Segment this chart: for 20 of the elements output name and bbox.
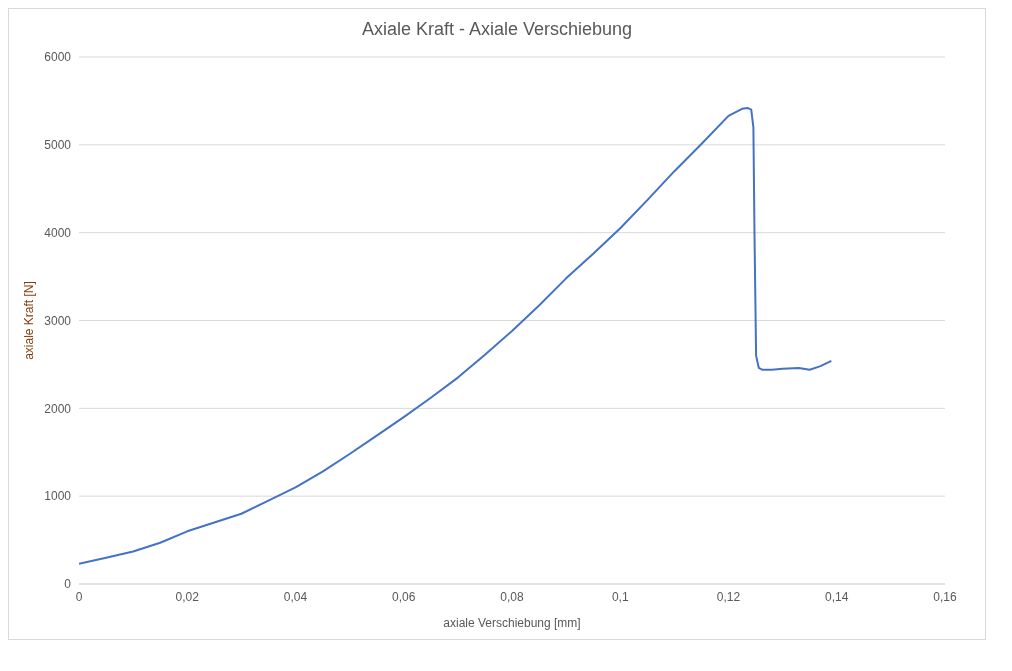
y-tick-label: 2000 bbox=[44, 401, 72, 416]
x-tick-label: 0,08 bbox=[500, 589, 524, 604]
x-tick-label: 0,06 bbox=[392, 589, 416, 604]
chart-title: Axiale Kraft - Axiale Verschiebung bbox=[360, 18, 634, 41]
x-axis-title: axiale Verschiebung [mm] bbox=[443, 616, 581, 630]
y-tick-label: 4000 bbox=[44, 225, 72, 240]
x-tick-label: 0,04 bbox=[283, 589, 308, 604]
y-tick-label: 0 bbox=[64, 577, 72, 592]
x-tick-label: 0,14 bbox=[825, 589, 849, 604]
y-axis-title: axiale Kraft [N] bbox=[22, 281, 37, 360]
y-tick-label: 3000 bbox=[44, 313, 72, 328]
x-tick-label: 0,12 bbox=[716, 589, 741, 604]
x-tick-label: 0,02 bbox=[175, 589, 200, 604]
y-tick-label: 1000 bbox=[44, 489, 72, 504]
x-tick-label: 0,1 bbox=[611, 589, 629, 604]
x-tick-label: 0,16 bbox=[933, 589, 957, 604]
y-tick-label: 6000 bbox=[44, 50, 72, 65]
y-tick-label: 5000 bbox=[44, 138, 72, 153]
line-series bbox=[79, 106, 833, 565]
x-tick-label: 0 bbox=[75, 589, 83, 604]
